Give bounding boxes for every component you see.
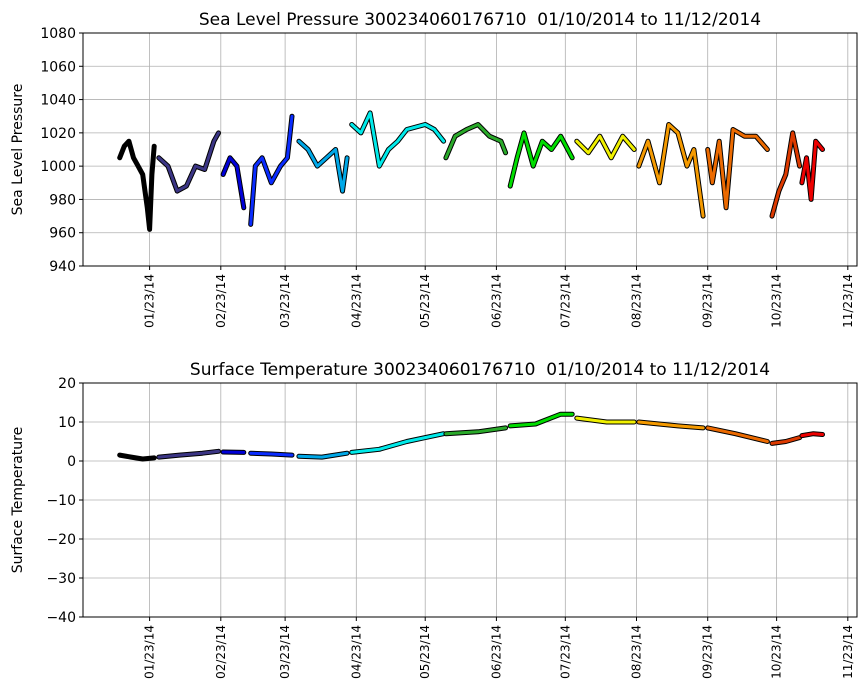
series-line bbox=[249, 114, 294, 226]
series-line bbox=[297, 139, 349, 193]
series-outline bbox=[248, 113, 295, 227]
series-line bbox=[118, 453, 156, 461]
x-tick-label: 10/23/14 bbox=[770, 274, 784, 328]
x-tick-label: 03/23/14 bbox=[278, 274, 292, 328]
x-tick-label: 04/23/14 bbox=[349, 625, 363, 679]
x-tick-label: 11/23/14 bbox=[841, 625, 855, 679]
y-tick-label: 1080 bbox=[40, 26, 76, 42]
y-tick-label: 0 bbox=[67, 454, 76, 470]
chart-title: Surface Temperature 300234060176710 01/1… bbox=[190, 360, 770, 380]
series-line bbox=[770, 436, 802, 445]
x-tick-label: 05/23/14 bbox=[418, 625, 432, 679]
series-line bbox=[118, 139, 156, 231]
x-tick-label: 07/23/14 bbox=[558, 625, 572, 679]
x-tick-label: 10/23/14 bbox=[770, 625, 784, 679]
series-line bbox=[249, 451, 294, 457]
series-line bbox=[637, 420, 705, 430]
series-line bbox=[800, 139, 824, 201]
series-line bbox=[637, 123, 705, 218]
x-tick-label: 02/23/14 bbox=[214, 274, 228, 328]
series-line bbox=[770, 131, 802, 218]
series-line bbox=[221, 156, 246, 210]
series-line bbox=[350, 432, 446, 454]
x-tick-label: 07/23/14 bbox=[558, 274, 572, 328]
series-outline bbox=[636, 122, 706, 219]
x-tick-label: 03/23/14 bbox=[278, 625, 292, 679]
series-line bbox=[350, 111, 446, 168]
y-tick-label: 1000 bbox=[40, 159, 76, 175]
series-line bbox=[444, 123, 508, 160]
y-axis-label: Surface Temperature bbox=[10, 427, 26, 573]
x-tick-label: 06/23/14 bbox=[489, 274, 503, 328]
y-tick-label: 10 bbox=[58, 415, 76, 431]
y-tick-label: 1020 bbox=[40, 126, 76, 142]
x-tick-label: 01/23/14 bbox=[143, 274, 157, 328]
x-tick-label: 01/23/14 bbox=[143, 625, 157, 679]
x-tick-label: 11/23/14 bbox=[841, 274, 855, 328]
y-tick-label: −10 bbox=[46, 493, 76, 509]
series-line bbox=[157, 131, 220, 193]
y-axis-label: Sea Level Pressure bbox=[10, 84, 26, 216]
y-tick-label: 960 bbox=[49, 226, 76, 242]
series-line bbox=[297, 451, 349, 459]
y-tick-label: −30 bbox=[46, 571, 76, 587]
y-tick-label: −40 bbox=[46, 610, 76, 626]
series-line bbox=[800, 432, 824, 438]
y-tick-label: 20 bbox=[58, 376, 76, 392]
plot-frame bbox=[82, 32, 858, 267]
series-line bbox=[157, 449, 220, 459]
series-line bbox=[575, 416, 636, 424]
series-line bbox=[706, 128, 769, 210]
series-line bbox=[575, 134, 636, 160]
series-line bbox=[444, 426, 508, 436]
y-tick-label: 980 bbox=[49, 192, 76, 208]
y-tick-label: 940 bbox=[49, 259, 76, 275]
x-tick-label: 04/23/14 bbox=[349, 274, 363, 328]
x-tick-label: 08/23/14 bbox=[630, 625, 644, 679]
y-tick-label: −20 bbox=[46, 532, 76, 548]
x-tick-label: 09/23/14 bbox=[701, 274, 715, 328]
plot-frame bbox=[82, 382, 858, 618]
x-tick-label: 05/23/14 bbox=[418, 274, 432, 328]
series-line bbox=[508, 412, 574, 428]
x-tick-label: 09/23/14 bbox=[701, 625, 715, 679]
x-tick-label: 08/23/14 bbox=[630, 274, 644, 328]
y-tick-label: 1040 bbox=[40, 93, 76, 109]
chart-title: Sea Level Pressure 300234060176710 01/10… bbox=[199, 10, 761, 30]
x-tick-label: 02/23/14 bbox=[214, 625, 228, 679]
series-line bbox=[706, 426, 769, 443]
y-tick-label: 1060 bbox=[40, 59, 76, 75]
series-line bbox=[508, 131, 574, 188]
x-tick-label: 06/23/14 bbox=[489, 625, 503, 679]
